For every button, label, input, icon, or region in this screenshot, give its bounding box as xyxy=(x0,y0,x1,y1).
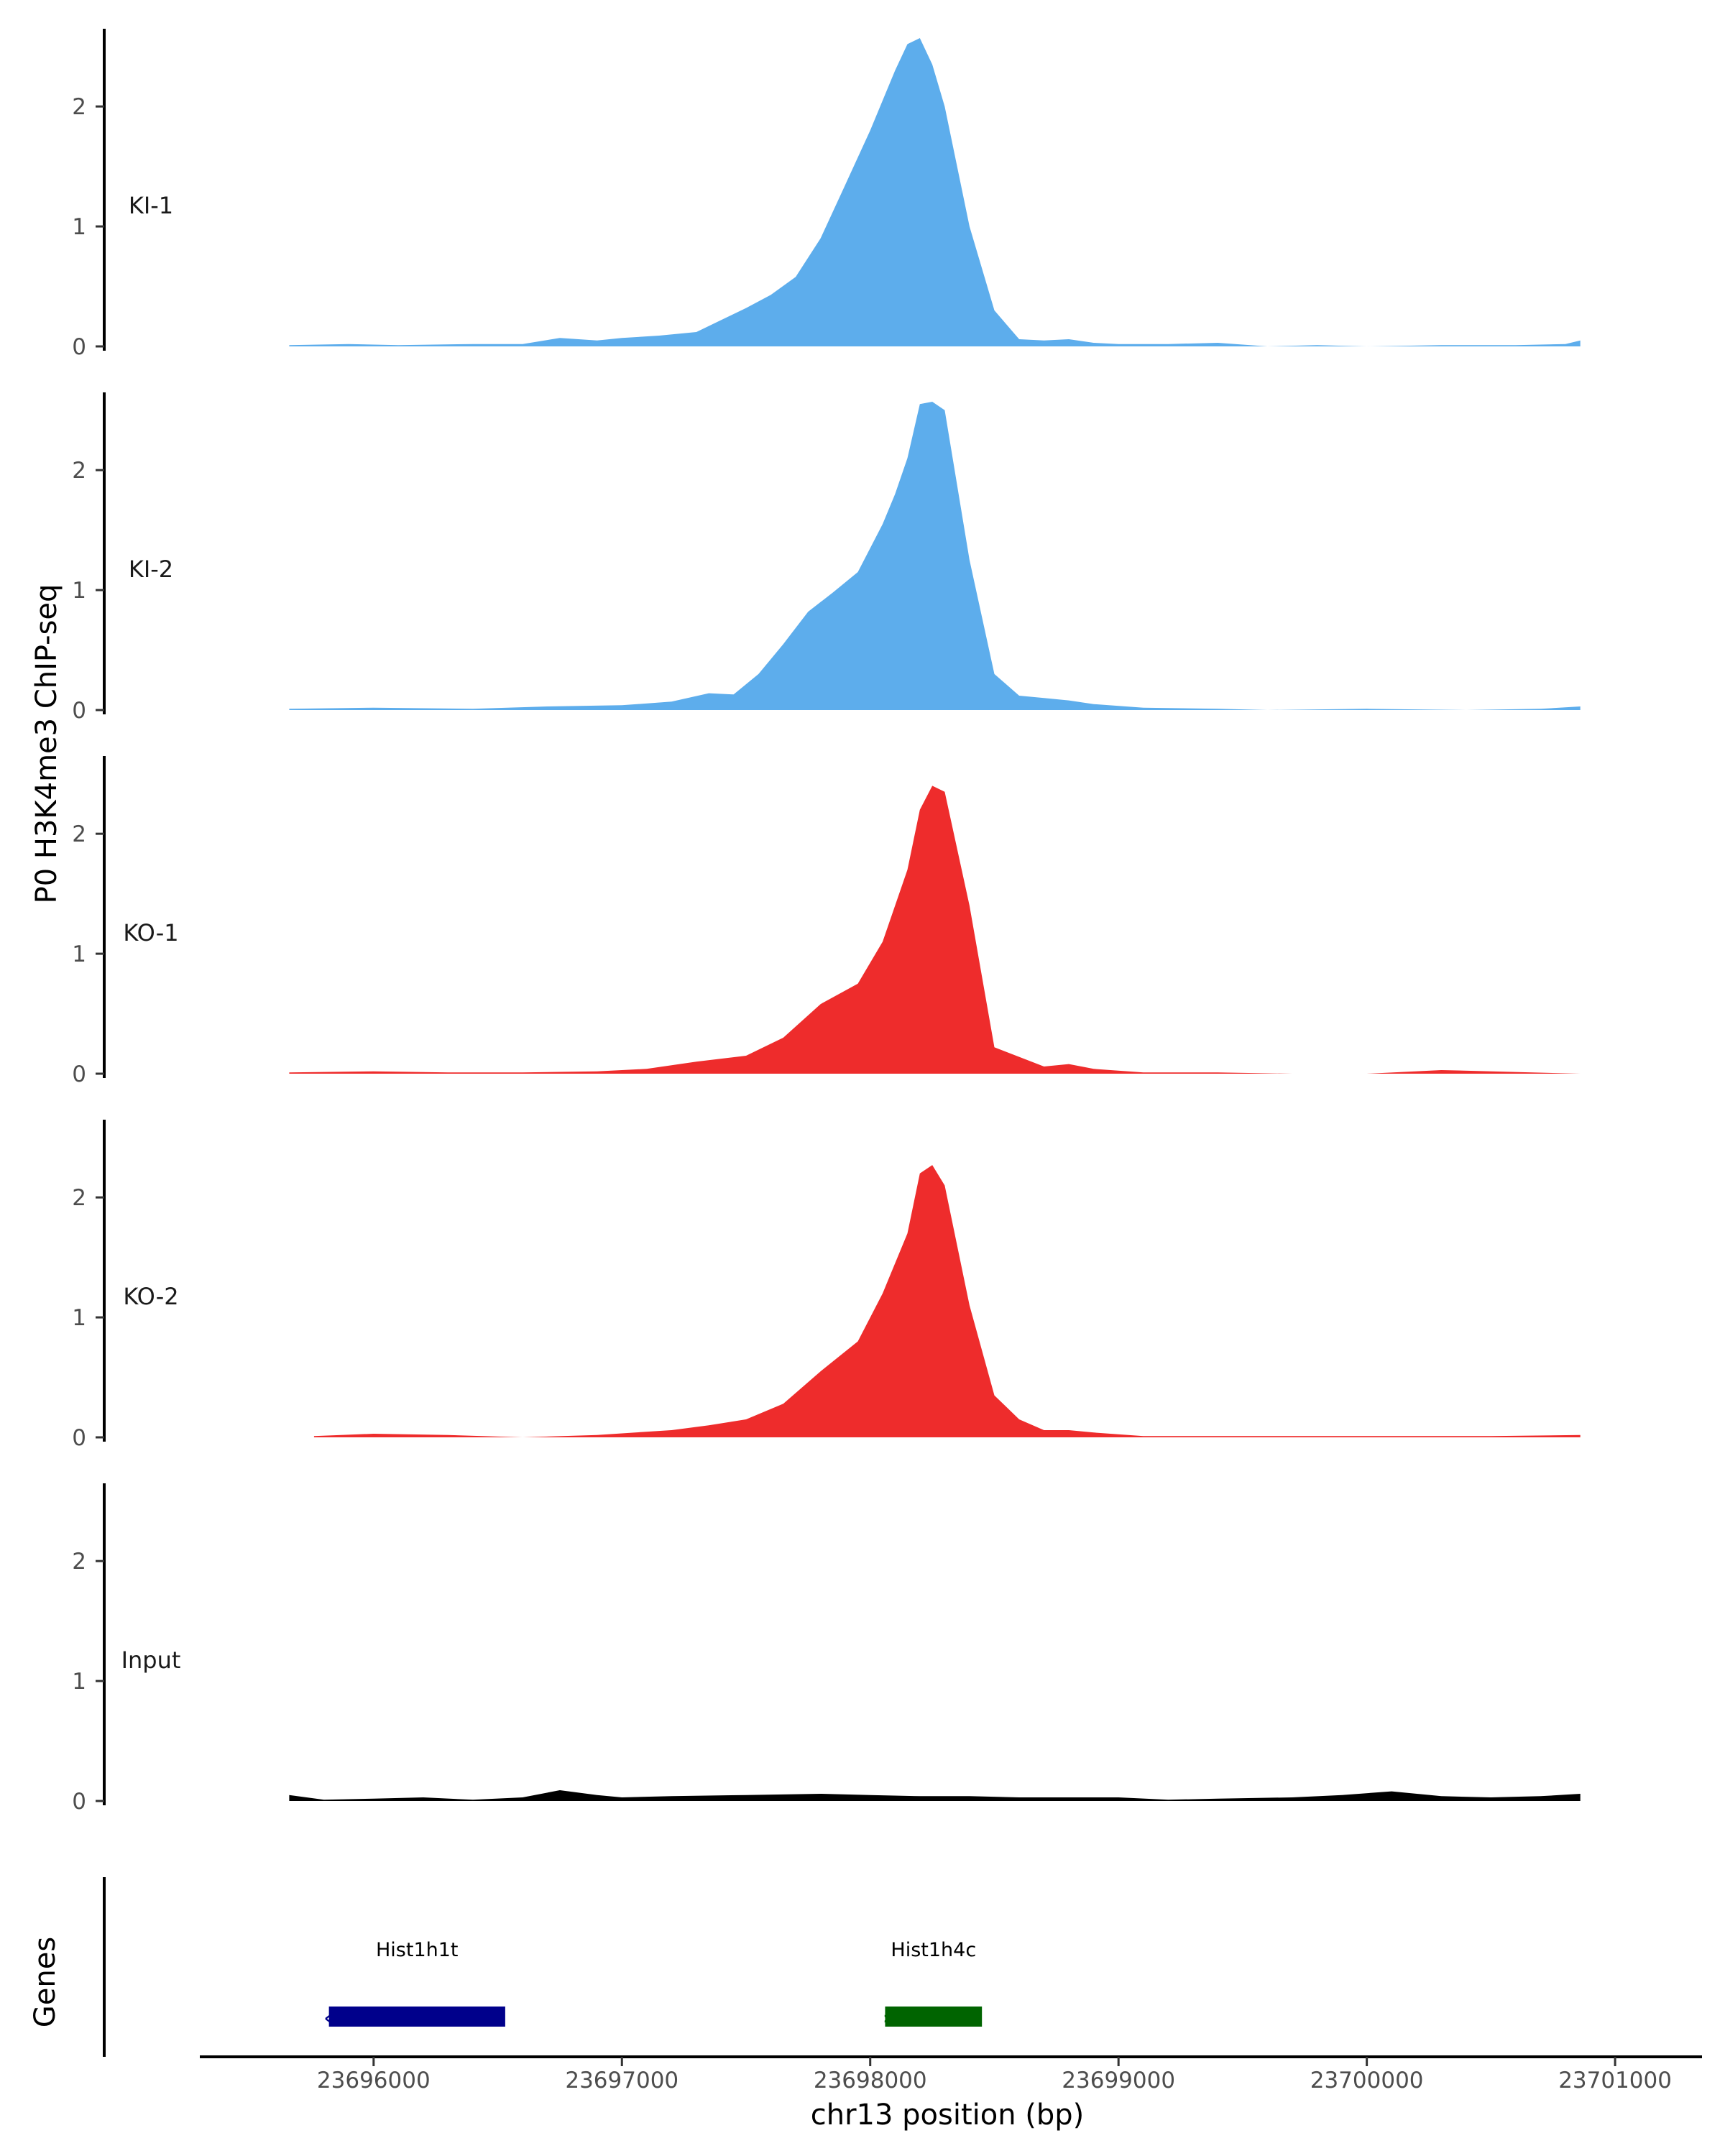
genes-panel: ‹ Hist1h1t › Hist1h4c xyxy=(103,1877,983,2057)
x-tick-label: 23696000 xyxy=(317,2068,431,2093)
x-tick-label: 23699000 xyxy=(1062,2068,1175,2093)
gene-label: Hist1h1t xyxy=(376,1939,459,1961)
track-ki-2: 0 1 2 KI-2 xyxy=(72,392,1581,724)
y-tick-label: 1 xyxy=(72,214,86,240)
gene-body xyxy=(885,2007,983,2027)
x-axis-title: chr13 position (bp) xyxy=(811,2099,1085,2132)
y-tick-label: 2 xyxy=(72,94,86,120)
y-tick-label: 1 xyxy=(72,1305,86,1331)
y-tick-label: 0 xyxy=(72,698,86,724)
gene-hist1h4c: › Hist1h4c xyxy=(883,1939,983,2028)
genes-axis-title: Genes xyxy=(29,1937,62,2027)
gene-body xyxy=(328,2007,505,2027)
y-tick-label: 0 xyxy=(72,1789,86,1815)
coverage-area-ko-2 xyxy=(313,1165,1581,1437)
y-axis-title: P0 H3K4me3 ChIP-seq xyxy=(30,584,63,904)
x-tick-label: 23698000 xyxy=(814,2068,927,2093)
gene-hist1h1t: ‹ Hist1h1t xyxy=(324,1939,505,2028)
x-axis: 23696000 23697000 23698000 23699000 23700000… xyxy=(200,2055,1702,2093)
track-label: KI-1 xyxy=(129,192,173,219)
coverage-area-ki-1 xyxy=(289,38,1581,346)
track-ki-1: 0 1 2 KI-1 xyxy=(72,29,1581,360)
strand-arrow: ‹ xyxy=(324,2008,331,2028)
strand-arrow: › xyxy=(883,2008,891,2028)
track-label: KI-2 xyxy=(129,556,173,583)
track-label: KO-1 xyxy=(123,919,178,946)
y-tick-label: 2 xyxy=(72,821,86,847)
y-tick-label: 1 xyxy=(72,941,86,967)
track-ko-2: 0 1 2 KO-2 xyxy=(72,1120,1581,1451)
y-tick-label: 1 xyxy=(72,1669,86,1695)
y-tick-label: 0 xyxy=(72,1061,86,1087)
x-tick-label: 23700000 xyxy=(1310,2068,1424,2093)
coverage-area-ko-1 xyxy=(289,786,1581,1074)
y-tick-label: 2 xyxy=(72,1185,86,1211)
track-label: Input xyxy=(121,1646,181,1674)
y-tick-label: 2 xyxy=(72,458,86,484)
track-input: 0 1 2 Input xyxy=(72,1483,1581,1815)
x-tick-label: 23697000 xyxy=(565,2068,678,2093)
track-ko-1: 0 1 2 KO-1 xyxy=(72,756,1581,1087)
coverage-area-ki-2 xyxy=(289,402,1581,710)
y-tick-label: 0 xyxy=(72,334,86,360)
gene-label: Hist1h4c xyxy=(891,1939,976,1961)
y-tick-label: 1 xyxy=(72,578,86,604)
track-label: KO-2 xyxy=(123,1283,178,1310)
coverage-tracks: 0 1 2 KI-1 0 1 2 KI-2 0 1 2 KO-1 0 1 2 KO-2 0 1 2 Input xyxy=(72,29,1581,1815)
x-tick-label: 23701000 xyxy=(1558,2068,1672,2093)
y-tick-label: 2 xyxy=(72,1549,86,1575)
coverage-area-input xyxy=(289,1790,1581,1801)
y-tick-label: 0 xyxy=(72,1425,86,1451)
